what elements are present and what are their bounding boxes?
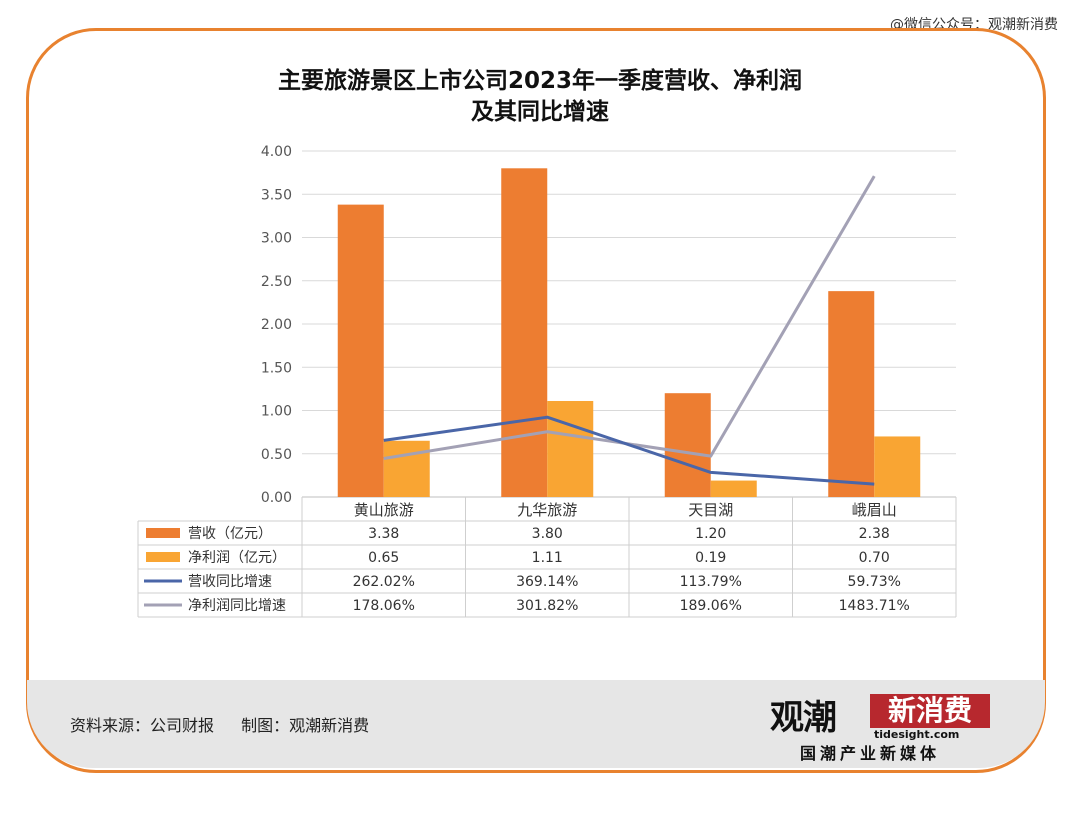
- data-label: 0.65: [368, 550, 399, 566]
- y-tick-label: 1.50: [261, 360, 292, 376]
- y-tick-label: 3.00: [261, 231, 292, 247]
- legend-label: 营收（亿元）: [188, 526, 272, 542]
- data-label: 3.80: [532, 526, 563, 542]
- data-label: 301.82%: [516, 598, 578, 614]
- data-label: 3.38: [368, 526, 399, 542]
- brand-box-text: 新消费: [870, 694, 990, 728]
- brand-tagline: 国潮产业新媒体: [800, 744, 941, 763]
- data-label: 59.73%: [848, 574, 901, 590]
- category-label: 黄山旅游: [354, 501, 414, 519]
- category-label: 峨眉山: [852, 501, 897, 519]
- y-tick-label: 2.50: [261, 274, 292, 290]
- y-tick-label: 1.00: [261, 404, 292, 420]
- brand-logo: 观潮 新消费 tidesight.com 国潮产业新媒体: [770, 690, 992, 763]
- legend-label: 净利润同比增速: [188, 598, 286, 614]
- legend-label: 净利润（亿元）: [188, 550, 286, 566]
- brand-main-text: 观潮: [770, 698, 837, 738]
- data-label: 262.02%: [353, 574, 415, 590]
- profit-bar: [874, 436, 921, 497]
- data-label: 0.19: [695, 550, 726, 566]
- chart-title-line-2: 及其同比增速: [471, 99, 609, 125]
- data-label: 1.11: [532, 550, 563, 566]
- revenue-bar: [501, 168, 548, 498]
- chart-title: 主要旅游景区上市公司2023年一季度营收、净利润 及其同比增速: [0, 66, 1080, 128]
- data-label: 2.38: [859, 526, 890, 542]
- revenue-bar: [664, 393, 711, 497]
- source-note: 资料来源：公司财报 制图：观潮新消费: [70, 712, 391, 736]
- profit-bar: [383, 440, 430, 497]
- brand-domain: tidesight.com: [874, 728, 960, 741]
- data-label: 113.79%: [680, 574, 742, 590]
- category-label: 九华旅游: [517, 501, 577, 519]
- y-tick-label: 2.00: [261, 317, 292, 333]
- y-tick-label: 3.50: [261, 187, 292, 203]
- revenue-bar: [828, 291, 875, 497]
- category-label: 天目湖: [688, 501, 733, 519]
- data-label: 1.20: [695, 526, 726, 542]
- revenue-bar: [337, 204, 384, 497]
- y-tick-label: 0.50: [261, 447, 292, 463]
- maker-text: 制图：观潮新消费: [241, 716, 370, 735]
- y-tick-label: 4.00: [261, 144, 292, 160]
- profit-growth-line: [383, 175, 876, 460]
- profit-bar: [547, 400, 594, 497]
- source-text: 资料来源：公司财报: [70, 716, 215, 735]
- data-label: 0.70: [859, 550, 890, 566]
- legend-key: [146, 528, 180, 538]
- data-label: 369.14%: [516, 574, 578, 590]
- y-tick-label: 0.00: [261, 490, 292, 506]
- data-label: 1483.71%: [839, 598, 910, 614]
- legend-label: 营收同比增速: [188, 574, 272, 590]
- data-label: 178.06%: [353, 598, 415, 614]
- legend-key: [146, 552, 180, 562]
- revenue-growth-line: [383, 415, 875, 486]
- profit-bar: [710, 480, 757, 497]
- chart-title-line-1: 主要旅游景区上市公司2023年一季度营收、净利润: [277, 68, 802, 94]
- data-label: 189.06%: [680, 598, 742, 614]
